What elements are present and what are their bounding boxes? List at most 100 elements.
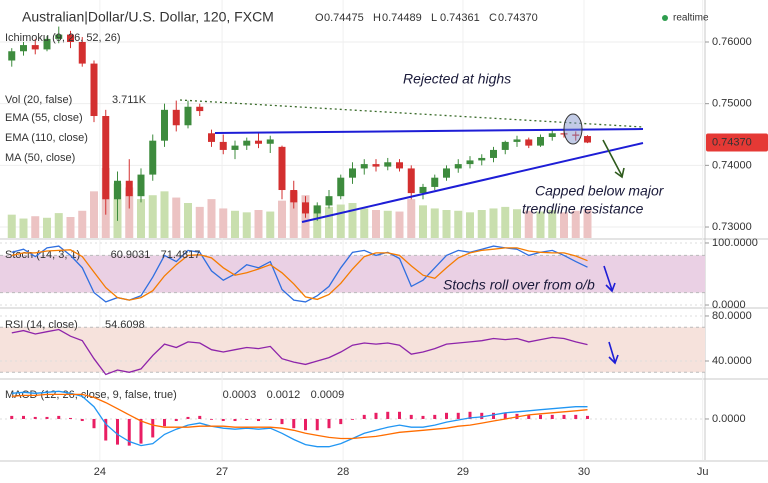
volume-bar (466, 212, 474, 238)
histogram-bar (268, 418, 272, 420)
histogram-bar (69, 417, 72, 419)
histogram-bar (374, 412, 378, 419)
histogram-bar (22, 415, 25, 419)
volume-bar (536, 211, 545, 238)
volume-bar (289, 191, 298, 238)
histogram-bar (186, 416, 190, 419)
volume-bar (54, 213, 63, 238)
candle-body (478, 157, 486, 161)
volume-bar (242, 212, 251, 238)
candle-body (572, 134, 580, 136)
x-tick-label: 29 (457, 466, 469, 478)
candle-body (149, 140, 157, 175)
candle-body (431, 177, 439, 187)
histogram-bar (421, 415, 425, 419)
histogram-bar (80, 418, 84, 422)
volume-bar (219, 208, 228, 238)
candle-body (490, 149, 497, 158)
arrow (602, 139, 623, 177)
volume-bar (360, 208, 369, 238)
histogram-bar (292, 418, 296, 429)
volume-bar (78, 210, 87, 238)
volume-bar (254, 210, 263, 238)
ohlc-value: 0.74361 (440, 12, 480, 24)
realtime-label: realtime (673, 13, 709, 24)
volume-bar (489, 208, 498, 238)
arrow (608, 341, 616, 363)
legend-value: 0.0003 (223, 389, 257, 401)
x-tick-label: 30 (578, 466, 590, 478)
indicator-line (11, 245, 588, 303)
volume-bar (90, 191, 98, 238)
candle-body (78, 42, 86, 64)
ohlc-letter: O (315, 12, 324, 24)
histogram-bar (163, 418, 166, 427)
volume-bar (454, 210, 463, 238)
support-trendline (301, 142, 644, 223)
highlight-ellipse (563, 113, 583, 145)
candle-body (584, 136, 591, 143)
volume-bar (195, 206, 204, 238)
x-tick-label: 28 (337, 466, 349, 478)
volume-bar (583, 209, 592, 238)
histogram-bar (257, 418, 260, 422)
y-tick-label: 100.0000 (712, 237, 758, 249)
x-tick-label: 24 (94, 466, 106, 478)
histogram-bar (433, 414, 437, 419)
ohlc-value: 0.74475 (324, 12, 364, 24)
histogram-bar (174, 418, 178, 422)
indicator-label: Ichimoku (9, 26, 52, 26) (5, 32, 121, 44)
candle-body (8, 51, 16, 61)
histogram-bar (327, 418, 331, 429)
candle-body (137, 174, 145, 197)
histogram-bar (315, 418, 319, 431)
candle-body (513, 139, 521, 142)
legend-value: 54.6098 (105, 319, 145, 331)
histogram-bar (198, 415, 202, 419)
candle-body (278, 146, 286, 191)
volume-bar (231, 210, 239, 238)
candle-body (337, 177, 345, 197)
volume-bar (313, 205, 322, 238)
volume-bar (266, 211, 275, 238)
volume-bar (125, 187, 134, 238)
candle-body (67, 34, 74, 42)
annotation: trendline resistance (522, 201, 644, 217)
volume-bar (383, 210, 392, 238)
volume-bar (571, 210, 580, 238)
band (0, 327, 705, 373)
histogram-bar (503, 412, 507, 419)
candle-body (231, 145, 239, 150)
y-tick-label: 0.76000 (712, 36, 752, 48)
y-tick-label: 80.0000 (712, 310, 752, 322)
histogram-bar (562, 414, 566, 419)
arrow (603, 265, 613, 291)
ohlc-value: 0.74370 (498, 12, 538, 24)
volume-bar (66, 217, 75, 238)
histogram-bar (586, 415, 589, 419)
candle-body (43, 38, 51, 50)
candle-body (407, 168, 415, 194)
ohlc-letter: L (431, 12, 437, 24)
candle-body (501, 141, 509, 150)
candle-body (90, 63, 98, 117)
candle-body (466, 160, 474, 165)
candle-body (419, 186, 427, 194)
resistance-line (214, 128, 644, 134)
histogram-bar (127, 418, 131, 446)
histogram-bar (492, 412, 495, 419)
volume-bar (43, 217, 51, 238)
candle-body (325, 196, 333, 206)
band (0, 255, 705, 293)
volume-bar (407, 199, 416, 238)
histogram-bar (398, 411, 401, 419)
x-tick-label: Ju (697, 466, 709, 478)
volume-bar (325, 206, 333, 238)
candle-body (454, 164, 462, 169)
volume-bar (172, 197, 181, 238)
x-tick-label: 27 (216, 466, 228, 478)
